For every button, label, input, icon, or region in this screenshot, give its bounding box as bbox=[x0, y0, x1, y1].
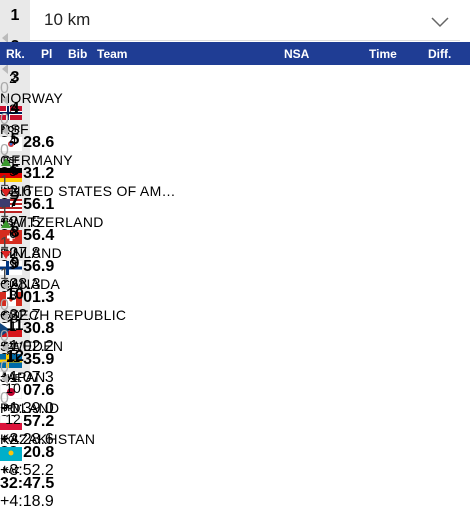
header-cell: Time bbox=[369, 47, 397, 61]
team-cell: CZECH REPUBLIC bbox=[0, 307, 127, 323]
flag bbox=[0, 415, 470, 435]
trend-icon bbox=[0, 31, 470, 49]
team-cell: SWITZERLAND bbox=[0, 214, 104, 230]
header-cell: Diff. bbox=[428, 47, 452, 61]
flag bbox=[0, 447, 470, 466]
header-cell: Rk. bbox=[6, 47, 25, 61]
pl-cell: 0 bbox=[0, 359, 9, 376]
nsa-cell: KAZ bbox=[2, 466, 20, 475]
chevron bbox=[431, 17, 449, 28]
trend-icon bbox=[0, 93, 470, 111]
pl-cell: 0 bbox=[0, 297, 9, 314]
pl-cell: 0 bbox=[0, 111, 9, 128]
diff-cell: +4:18.9 bbox=[0, 493, 54, 510]
table-header: Rk. Pl Bib Team NSA Time Diff. bbox=[0, 42, 470, 65]
pl-cell: 1 bbox=[0, 173, 9, 190]
header-cell: Bib bbox=[68, 47, 88, 61]
pl-cell: 1 bbox=[0, 266, 9, 283]
trend-icon bbox=[0, 124, 470, 142]
nsa-cell: JPN bbox=[3, 404, 19, 413]
pl-cell: 0 bbox=[0, 390, 9, 407]
table-row: 517SWITZERLANDSUI28:56.9+28.3 bbox=[0, 124, 470, 293]
team-cell: JAPAN bbox=[0, 369, 46, 385]
team-cell: POLAND bbox=[0, 400, 60, 416]
dropdown[interactable]: 10 km bbox=[30, 0, 460, 41]
table-row: 10011JAPANJPN30:57.2+2:28.6 bbox=[0, 279, 470, 448]
pl-cell: 0 bbox=[0, 328, 9, 345]
trend-icon bbox=[0, 217, 470, 235]
table-row: 304GERMANYGER28:56.1+27.5 bbox=[0, 62, 470, 231]
pl-cell: 1 bbox=[0, 235, 9, 252]
trend-icon bbox=[0, 155, 470, 173]
trend-icon bbox=[0, 372, 470, 390]
pl-cell: 1 bbox=[0, 204, 9, 221]
diff-cell: +1:07.3 bbox=[0, 369, 54, 386]
table-row: 405UNITED STATES OF AM…USA28:56.4+27.8 bbox=[0, 93, 470, 262]
table-row: 901SWEDENSWE30:07.6+1:39.0 bbox=[0, 248, 470, 417]
table-row: 12 0 12 KAZAKHSTAN KAZ 32:47.5 +4:18.9 bbox=[0, 341, 470, 510]
flag bbox=[0, 384, 470, 404]
trend-icon bbox=[0, 186, 470, 204]
team-cell: UNITED STATES OF AM… bbox=[0, 183, 176, 199]
bib-cell: 12 bbox=[5, 411, 21, 427]
pl-cell: 0 bbox=[0, 80, 9, 97]
time-cell: 32:47.5 bbox=[0, 475, 55, 492]
trend-icon bbox=[0, 62, 470, 80]
rank-cell: 1 bbox=[0, 0, 30, 31]
dropdown-label: 10 km bbox=[44, 10, 91, 29]
header-cell: Team bbox=[97, 47, 128, 61]
bib-cell: 10 bbox=[5, 380, 21, 396]
header-cell: NSA bbox=[284, 47, 310, 61]
pl-cell: 0 bbox=[0, 142, 9, 159]
nsa-cell: SWE bbox=[1, 373, 21, 382]
trend-icon bbox=[0, 248, 470, 266]
team-cell: KAZAKHSTAN bbox=[0, 431, 96, 447]
diff-cell: +1:39.0 bbox=[0, 400, 54, 417]
nsa-cell: POL bbox=[2, 435, 20, 444]
header-cell: Pl bbox=[41, 47, 53, 61]
